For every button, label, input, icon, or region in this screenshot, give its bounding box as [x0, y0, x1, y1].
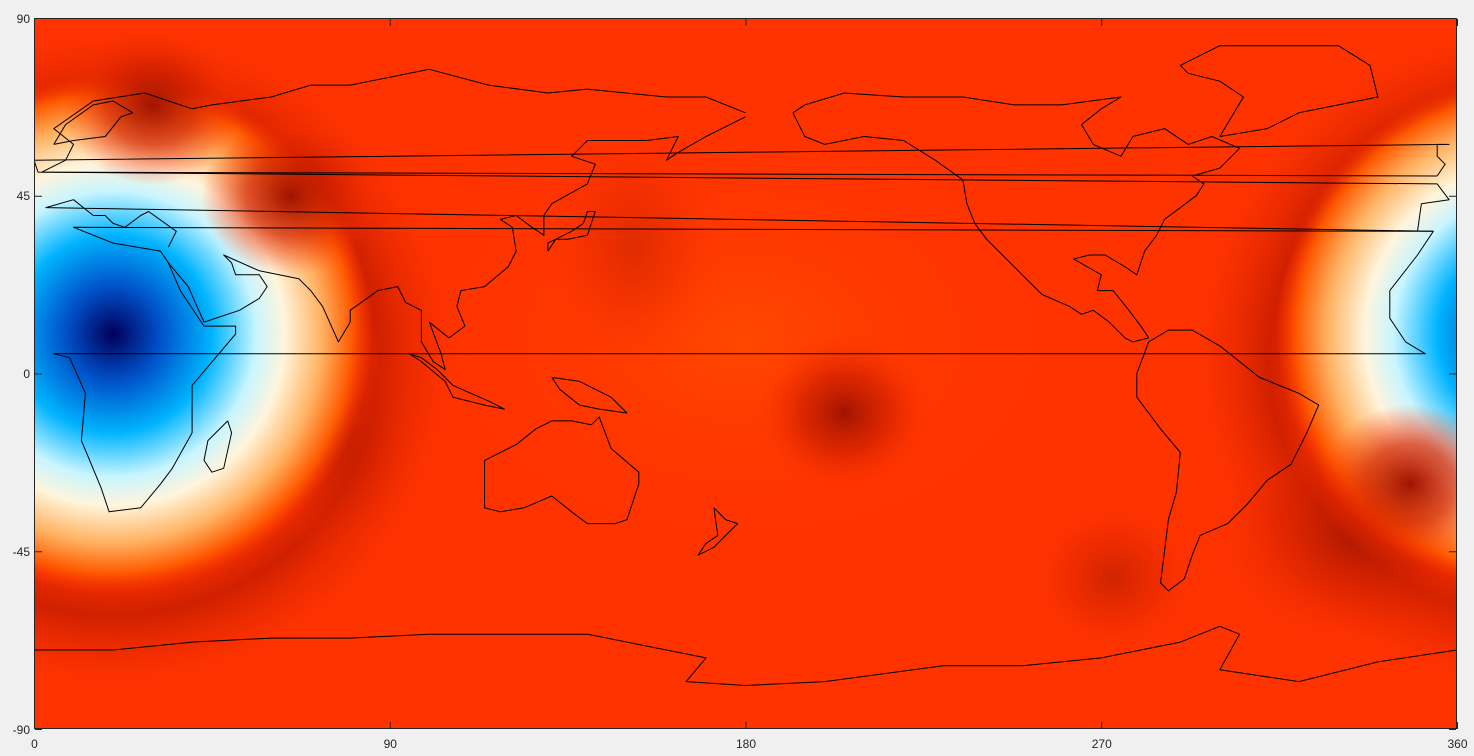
- x-tick-label: 360: [1447, 737, 1468, 751]
- coastline: [551, 376, 628, 414]
- coastline: [53, 226, 1434, 513]
- coastline: [203, 420, 233, 473]
- coastline: [34, 143, 1450, 177]
- y-tick-label: 45: [16, 189, 30, 204]
- y-tick-label: -45: [12, 544, 30, 559]
- coastline: [792, 92, 1241, 343]
- coastline-layer: [34, 45, 1457, 686]
- field-high: [62, 24, 243, 185]
- coastline: [484, 416, 640, 525]
- field-high: [1319, 404, 1457, 565]
- coastline: [168, 116, 746, 371]
- y-tick-label: 0: [23, 367, 30, 381]
- map-plot-area[interactable]: [34, 18, 1457, 729]
- plot-box: [34, 18, 1457, 729]
- coastline: [697, 507, 739, 556]
- x-tick-label: 180: [735, 737, 757, 751]
- x-tick-label: 270: [1091, 737, 1112, 751]
- coastline: [409, 353, 505, 410]
- coastline: [547, 211, 596, 252]
- coastline: [1136, 329, 1320, 592]
- coastline: [45, 199, 1434, 248]
- coastline: [1179, 45, 1379, 137]
- x-tick-label: 90: [383, 737, 397, 751]
- coastline: [34, 625, 1457, 686]
- field-high: [200, 115, 381, 276]
- field-map: [34, 18, 1457, 729]
- y-tick-label: -90: [12, 722, 30, 737]
- field-high: [754, 333, 935, 493]
- coastline: [41, 68, 1450, 232]
- y-tick-label: 90: [16, 11, 30, 26]
- x-tick-label: 0: [31, 737, 38, 751]
- coastline: [53, 100, 134, 145]
